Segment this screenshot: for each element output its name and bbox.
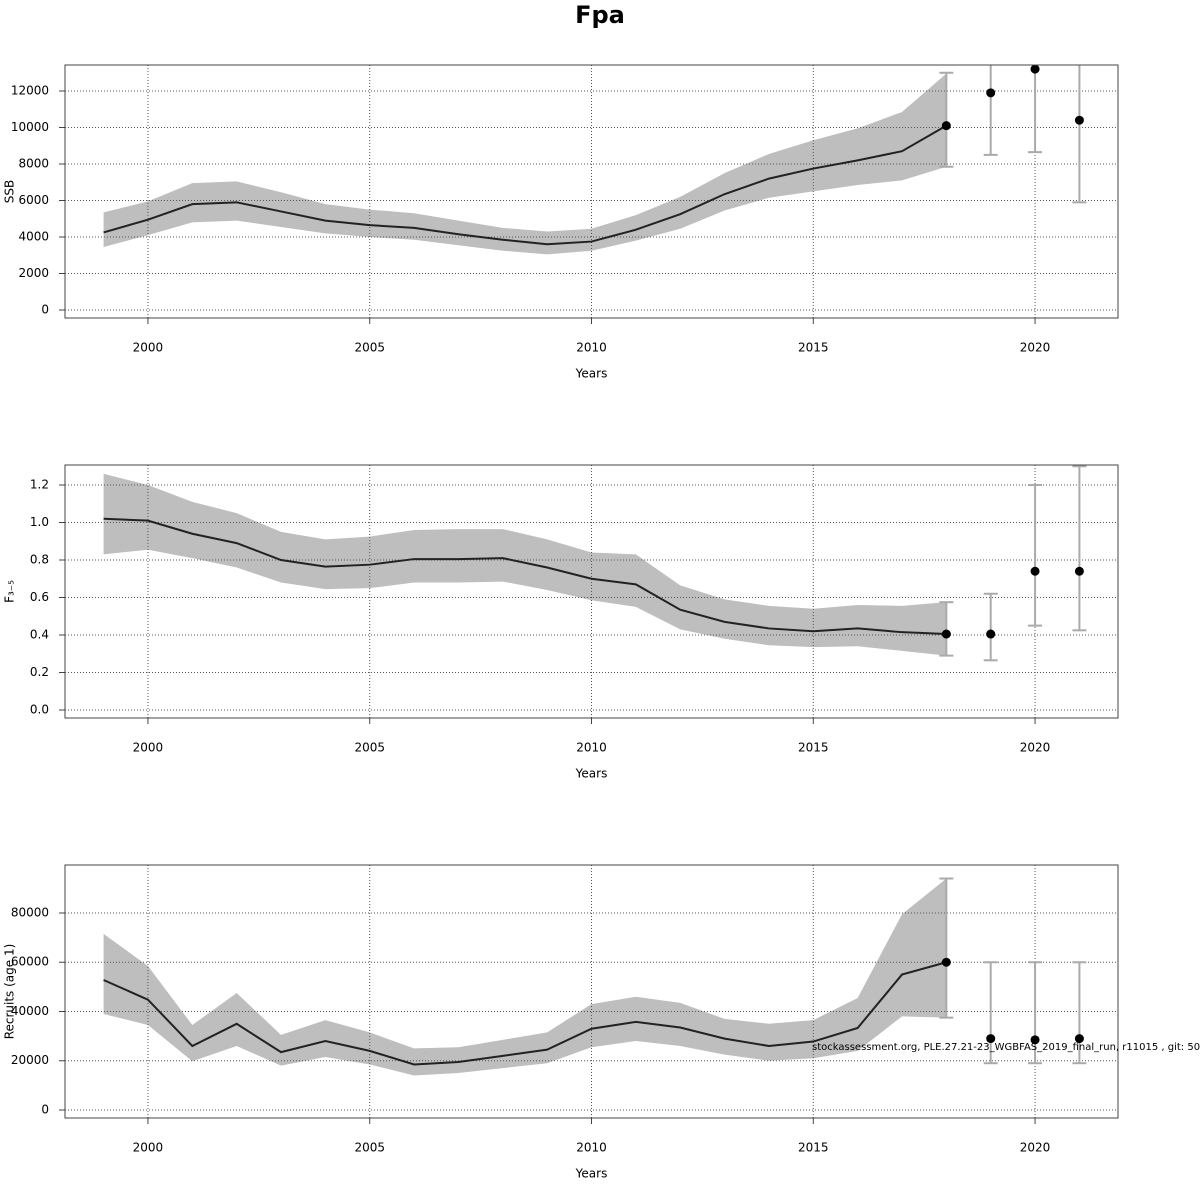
x-tick-label: 2015 [798, 341, 829, 355]
footnote: stockassessment.org, PLE.27.21-23_WGBFAS… [812, 1042, 1200, 1053]
plot [65, 865, 1118, 1118]
forecast-point [1030, 1035, 1040, 1045]
y-tick-label: 2000 [18, 266, 49, 280]
y-tick-label: 6000 [18, 193, 49, 207]
y-axis-label: SSB [3, 180, 17, 203]
y-axis-label: F₃₋₅ [3, 580, 17, 603]
forecast-point [1074, 566, 1084, 576]
confidence-band [103, 473, 947, 656]
x-tick-label: 2005 [354, 741, 385, 755]
y-tick-label: 4000 [18, 230, 49, 244]
x-axis-label: Years [575, 367, 608, 381]
x-tick-label: 2000 [133, 1141, 164, 1155]
forecast-point [941, 629, 951, 639]
y-axis-label: Recruits (age 1) [3, 944, 17, 1040]
estimate-line [103, 961, 947, 1066]
forecast-point [941, 957, 951, 967]
confidence-band [103, 878, 947, 1076]
x-tick-label: 2020 [1020, 741, 1051, 755]
y-tick-label: 8000 [18, 157, 49, 171]
x-axis-label: Years [575, 1167, 608, 1181]
y-tick-label: 80000 [11, 905, 49, 919]
x-tick-label: 2020 [1020, 341, 1051, 355]
y-tick-label: 1.0 [30, 515, 49, 529]
x-tick-label: 2000 [133, 341, 164, 355]
forecast-point [941, 121, 951, 131]
forecast-point [1030, 65, 1040, 74]
y-tick-label: 10000 [11, 120, 49, 134]
x-axis-label: Years [575, 767, 608, 781]
y-tick-label: 0 [41, 1102, 49, 1116]
x-tick-label: 2005 [354, 341, 385, 355]
y-tick-label: 1.2 [30, 478, 49, 492]
x-tick-label: 2020 [1020, 1141, 1051, 1155]
y-tick-label: 60000 [11, 955, 49, 969]
forecast-point [986, 88, 996, 98]
y-tick-label: 0.4 [30, 627, 49, 641]
x-tick-label: 2015 [798, 741, 829, 755]
x-tick-label: 2010 [576, 1141, 607, 1155]
forecast-point [1074, 115, 1084, 125]
forecast-point [1030, 566, 1040, 576]
confidence-band [103, 73, 947, 255]
y-tick-label: 0.6 [30, 590, 49, 604]
page-title: Fpa [575, 1, 625, 29]
x-tick-label: 2010 [576, 741, 607, 755]
forecast-point [986, 629, 996, 639]
forecast-point [986, 1034, 996, 1044]
x-tick-label: 2015 [798, 1141, 829, 1155]
estimate-line [103, 124, 947, 246]
estimate-line [103, 517, 947, 636]
y-tick-label: 0 [41, 303, 49, 317]
y-tick-label: 20000 [11, 1053, 49, 1067]
x-tick-label: 2000 [133, 741, 164, 755]
y-tick-label: 0.2 [30, 665, 49, 679]
plot [65, 465, 1118, 718]
forecast-point [1074, 1034, 1084, 1044]
y-tick-label: 0.8 [30, 553, 49, 567]
y-tick-label: 0.0 [30, 702, 49, 716]
x-tick-label: 2005 [354, 1141, 385, 1155]
x-tick-label: 2010 [576, 341, 607, 355]
y-tick-label: 40000 [11, 1004, 49, 1018]
y-tick-label: 12000 [11, 84, 49, 98]
plot [65, 65, 1118, 318]
